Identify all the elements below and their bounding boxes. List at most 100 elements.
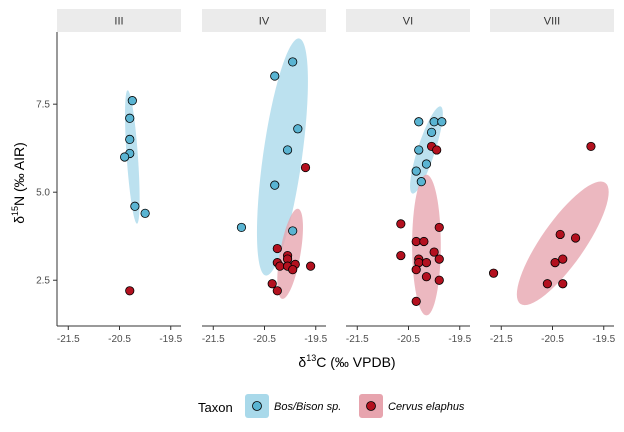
point-iv-bos-bison-sp-1: [288, 57, 298, 67]
point-viii-cervus-elaphus-2: [555, 229, 565, 240]
y-tick-label-1: 5.0: [36, 188, 50, 199]
x-tick-label-iii-1: -20.5: [108, 334, 131, 345]
x-tick-label-iii-0: -21.5: [57, 334, 80, 345]
point-vi-cervus-elaphus-15: [411, 296, 421, 306]
y-axis-title-delta: δ: [11, 216, 27, 224]
point-vi-cervus-elaphus-14: [434, 275, 444, 285]
point-iv-cervus-elaphus-10: [267, 279, 277, 289]
point-viii-cervus-elaphus-3: [570, 233, 581, 243]
point-iv-cervus-elaphus-5: [275, 261, 285, 271]
point-vi-cervus-elaphus-11: [434, 254, 444, 264]
point-iv-bos-bison-sp-5: [236, 222, 247, 233]
facet-panel-vi: VI -21.5 -20.5 -19.5: [346, 9, 472, 345]
x-axis-title: δ13C (‰ VPDB): [298, 353, 395, 370]
point-iii-bos-bison-sp-5: [130, 201, 140, 211]
point-vi-cervus-elaphus-13: [421, 272, 432, 282]
x-axis-title-delta: δ: [298, 354, 306, 370]
x-tick-label-vi-0: -21.5: [346, 334, 369, 345]
ellipse-viii-cervus-elaphus-0: [516, 181, 609, 306]
point-vi-bos-bison-sp-4: [414, 145, 424, 155]
y-axis-title-rest: N (‰ AIR): [11, 142, 27, 206]
x-tick-label-viii-1: -20.5: [541, 334, 564, 345]
facet-strip-label-iii: III: [114, 16, 123, 28]
facet-strip-label-vi: VI: [403, 16, 413, 28]
facet-panels: III -21.5 -20.5 -19.5 IV -21.5 -20.5 -19.5 VI -21…: [57, 9, 616, 345]
x-tick-label-iv-0: -21.5: [202, 334, 225, 345]
point-vi-bos-bison-sp-3: [426, 127, 437, 137]
point-vi-bos-bison-sp-0: [414, 117, 424, 127]
legend-key-bos-bison: [245, 394, 269, 418]
point-vi-bos-bison-sp-6: [411, 166, 421, 176]
point-iv-cervus-elaphus-8: [306, 261, 316, 271]
x-tick-label-iv-2: -19.5: [304, 334, 327, 345]
y-axis-title: δ15N (‰ AIR): [10, 142, 27, 224]
ellipse-iv-bos-bison-sp--0: [256, 38, 308, 276]
x-tick-label-iii-2: -19.5: [159, 334, 182, 345]
point-iv-cervus-elaphus-11: [272, 286, 282, 296]
point-vi-cervus-elaphus-5: [419, 236, 429, 247]
point-viii-cervus-elaphus-7: [558, 279, 568, 289]
facet-strip-iii: [57, 9, 181, 32]
legend: Taxon Bos/Bison sp. Cervus elaphus: [198, 394, 465, 418]
legend-key-bos-bison-point: [252, 401, 262, 411]
point-vi-cervus-elaphus-10: [429, 247, 439, 257]
point-iii-bos-bison-sp-0: [127, 96, 137, 106]
point-viii-cervus-elaphus-1: [488, 268, 499, 278]
legend-key-cervus-elaphus-point: [366, 401, 376, 411]
point-viii-cervus-elaphus-0: [586, 141, 596, 152]
point-vi-cervus-elaphus-6: [396, 250, 406, 261]
point-iv-bos-bison-sp-4: [270, 180, 280, 190]
y-tick-label-0: 2.5: [36, 276, 50, 287]
facet-panel-iv: IV -21.5 -20.5 -19.5: [202, 9, 328, 345]
facet-strip-viii: [490, 9, 614, 32]
y-axis-title-superscript: 15: [10, 206, 20, 216]
facet-strip-label-iv: IV: [259, 16, 270, 28]
x-axis-title-superscript: 13: [306, 353, 316, 363]
legend-label-cervus-elaphus: Cervus elaphus: [388, 401, 465, 413]
legend-label-bos-bison: Bos/Bison sp.: [274, 401, 341, 413]
point-vi-cervus-elaphus-12: [411, 265, 421, 275]
point-iv-bos-bison-sp-0: [270, 71, 280, 81]
point-vi-bos-bison-sp-2: [437, 117, 447, 127]
point-vi-cervus-elaphus-9: [421, 258, 432, 268]
x-tick-label-viii-0: -21.5: [490, 334, 513, 345]
point-iv-bos-bison-sp-6: [288, 226, 298, 236]
point-viii-cervus-elaphus-6: [542, 279, 552, 289]
point-iv-cervus-elaphus-1: [272, 243, 282, 254]
facet-strip-vi: [346, 9, 470, 32]
legend-key-cervus-elaphus: [359, 394, 383, 418]
x-tick-label-viii-2: -19.5: [592, 334, 615, 345]
point-vi-cervus-elaphus-2: [396, 219, 406, 229]
facet-panel-viii: VIII -21.5 -20.5 -19.5: [488, 9, 616, 345]
point-iv-bos-bison-sp-3: [282, 145, 293, 155]
point-iv-cervus-elaphus-0: [300, 162, 311, 173]
y-axis: 2.5 5.0 7.5: [36, 32, 58, 326]
ellipses-viii: [516, 181, 609, 306]
facet-strip-iv: [202, 9, 326, 32]
y-tick-label-2: 7.5: [36, 100, 50, 111]
point-viii-cervus-elaphus-4: [550, 258, 560, 268]
legend-title: Taxon: [198, 400, 233, 415]
point-iii-bos-bison-sp-1: [125, 113, 135, 123]
x-axis-title-rest: C (‰ VPDB): [316, 354, 395, 370]
x-tick-label-vi-1: -20.5: [397, 334, 420, 345]
point-vi-bos-bison-sp-5: [421, 159, 432, 169]
facet-panel-iii: III -21.5 -20.5 -19.5: [57, 9, 183, 345]
point-vi-cervus-elaphus-1: [432, 145, 442, 155]
point-vi-cervus-elaphus-3: [434, 222, 444, 233]
x-tick-label-vi-2: -19.5: [448, 334, 471, 345]
point-vi-bos-bison-sp-1: [429, 117, 439, 127]
point-vi-cervus-elaphus-4: [411, 236, 421, 247]
point-iii-cervus-elaphus-0: [125, 286, 135, 296]
point-iii-bos-bison-sp-6: [140, 208, 150, 218]
point-iv-cervus-elaphus-9: [288, 265, 298, 275]
x-tick-label-iv-1: -20.5: [253, 334, 276, 345]
point-vi-bos-bison-sp-7: [416, 177, 426, 187]
point-iv-bos-bison-sp-2: [293, 124, 303, 134]
point-iii-bos-bison-sp-2: [125, 134, 135, 144]
facet-strip-label-viii: VIII: [544, 16, 561, 28]
point-iii-bos-bison-sp-4: [120, 152, 130, 162]
point-viii-cervus-elaphus-5: [558, 254, 568, 264]
